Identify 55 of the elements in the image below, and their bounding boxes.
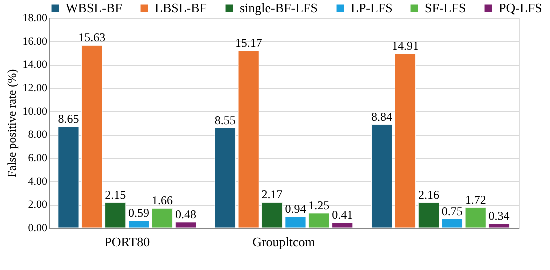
x-tick-label: Groupltcom <box>252 234 316 250</box>
bar <box>82 45 103 228</box>
legend-label: single-BF-LFS <box>240 0 318 16</box>
data-label: 8.55 <box>214 113 236 128</box>
data-label: 2.17 <box>262 188 283 202</box>
y-tick-label: 0.00 <box>28 222 48 234</box>
y-tick-label: 16.00 <box>22 36 48 48</box>
data-label: 14.91 <box>392 39 419 54</box>
bar <box>394 54 416 228</box>
data-label: 2.16 <box>418 188 440 202</box>
bar <box>58 126 80 228</box>
y-tick-label: 8.00 <box>28 129 48 142</box>
y-axis-title: False positive rate (%) <box>4 69 19 178</box>
y-tick-label: 18.00 <box>22 12 48 24</box>
legend-label: LBSL-BF <box>155 0 208 16</box>
data-label: 0.34 <box>488 209 510 224</box>
legend-label: WBSL-BF <box>66 0 122 16</box>
y-tick-label: 4.00 <box>28 176 48 188</box>
bar <box>175 222 197 228</box>
bar <box>152 208 174 228</box>
data-label: 1.66 <box>152 194 174 208</box>
data-label: 0.41 <box>332 208 354 222</box>
y-tick-label: 10.00 <box>22 106 48 118</box>
data-label: 0.94 <box>285 202 306 216</box>
legend-label: SF-LFS <box>425 0 466 16</box>
bar <box>465 208 486 228</box>
bar <box>371 124 393 228</box>
bar <box>442 219 463 228</box>
bar <box>214 128 236 228</box>
bar <box>308 213 330 228</box>
bar <box>262 202 283 228</box>
y-tick-label: 2.00 <box>28 199 48 212</box>
y-tick-label: 14.00 <box>22 59 48 72</box>
x-tick-label: PORT80 <box>104 234 150 250</box>
legend-label: LP-LFS <box>351 0 393 16</box>
bar <box>418 202 440 228</box>
data-label: 15.63 <box>78 30 106 45</box>
data-label: 15.17 <box>235 36 262 50</box>
data-label: 2.15 <box>105 188 126 202</box>
data-label: 0.75 <box>442 204 463 218</box>
data-label: 1.25 <box>308 198 330 212</box>
data-label: 8.84 <box>372 110 393 124</box>
bar <box>105 202 126 228</box>
bar <box>238 50 260 228</box>
legend-label: PQ-LFS <box>499 0 542 16</box>
bar <box>285 216 306 228</box>
bar <box>332 222 354 228</box>
y-tick-label: 6.00 <box>28 152 48 164</box>
data-label: 1.72 <box>465 192 486 207</box>
data-label: 0.48 <box>175 207 196 222</box>
bar <box>128 220 150 228</box>
bar <box>488 224 510 228</box>
data-label: 0.59 <box>128 206 150 220</box>
data-label: 8.65 <box>58 112 80 126</box>
y-tick-label: 12.00 <box>22 82 48 94</box>
